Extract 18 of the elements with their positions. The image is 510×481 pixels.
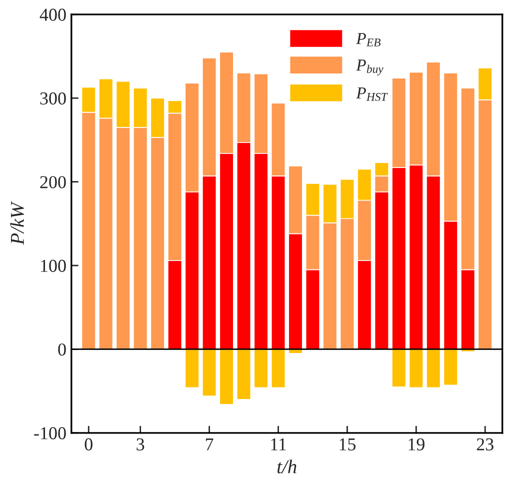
x-tick-label: 23: [476, 438, 494, 450]
x-tick-label: 15: [340, 438, 356, 450]
y-tick-label: -100: [34, 427, 66, 440]
legend-label: P$_{HST}$: [356, 87, 388, 101]
y-tick-label: 0: [58, 343, 66, 356]
y-tick-label: 200: [40, 176, 66, 188]
x-axis-title: t/h: [277, 460, 296, 474]
x-tick-label: 7: [206, 438, 214, 450]
x-tick-label: 19: [408, 438, 424, 450]
y-axis-title: P/kW: [10, 201, 24, 245]
legend-label: P$_{EB}$: [356, 33, 380, 46]
y-tick-label: 400: [40, 8, 66, 21]
x-tick-label: 11: [271, 438, 286, 450]
y-tick-label: 300: [40, 92, 66, 105]
legend-label: P$_{buy}$: [356, 60, 384, 76]
x-tick-label: 0: [84, 438, 92, 450]
y-tick-label: 100: [41, 260, 66, 272]
x-tick-label: 3: [136, 438, 144, 450]
